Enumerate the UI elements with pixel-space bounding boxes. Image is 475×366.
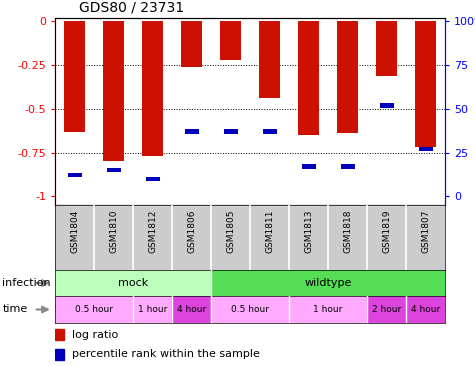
Bar bbox=[55, 270, 211, 296]
Bar bbox=[55, 329, 64, 340]
Bar bbox=[367, 296, 406, 323]
Bar bbox=[106, 168, 121, 172]
Text: wildtype: wildtype bbox=[304, 278, 352, 288]
Bar bbox=[133, 296, 172, 323]
Bar bbox=[181, 22, 202, 67]
Text: GSM1818: GSM1818 bbox=[343, 210, 352, 253]
Bar bbox=[185, 130, 199, 134]
Text: GSM1805: GSM1805 bbox=[226, 210, 235, 253]
Text: log ratio: log ratio bbox=[72, 329, 118, 340]
Text: GSM1807: GSM1807 bbox=[421, 210, 430, 253]
Text: 2 hour: 2 hour bbox=[372, 305, 401, 314]
Bar bbox=[55, 348, 64, 360]
Text: GSM1819: GSM1819 bbox=[382, 210, 391, 253]
Bar bbox=[172, 296, 211, 323]
Bar bbox=[55, 296, 133, 323]
Text: 1 hour: 1 hour bbox=[314, 305, 343, 314]
Bar bbox=[341, 164, 354, 169]
Text: GSM1813: GSM1813 bbox=[304, 210, 313, 253]
Text: percentile rank within the sample: percentile rank within the sample bbox=[72, 349, 259, 359]
Text: 0.5 hour: 0.5 hour bbox=[75, 305, 113, 314]
Bar bbox=[142, 22, 163, 156]
Text: GSM1812: GSM1812 bbox=[148, 210, 157, 253]
Text: GSM1804: GSM1804 bbox=[70, 210, 79, 253]
Bar bbox=[263, 130, 276, 134]
Text: 0.5 hour: 0.5 hour bbox=[231, 305, 269, 314]
Bar bbox=[146, 177, 160, 181]
Text: GSM1810: GSM1810 bbox=[109, 210, 118, 253]
Bar bbox=[337, 22, 358, 133]
Text: infection: infection bbox=[2, 278, 51, 288]
Bar bbox=[211, 270, 445, 296]
Bar bbox=[211, 296, 289, 323]
Bar bbox=[67, 173, 82, 178]
Text: 1 hour: 1 hour bbox=[138, 305, 167, 314]
Bar bbox=[380, 103, 394, 108]
Bar bbox=[406, 296, 445, 323]
Bar bbox=[415, 22, 437, 147]
Bar bbox=[103, 22, 124, 161]
Bar bbox=[224, 130, 238, 134]
Text: mock: mock bbox=[118, 278, 148, 288]
Bar bbox=[376, 22, 397, 76]
Bar bbox=[220, 22, 241, 60]
Text: GSM1806: GSM1806 bbox=[187, 210, 196, 253]
Text: GSM1811: GSM1811 bbox=[265, 210, 274, 253]
Bar bbox=[418, 147, 433, 151]
Bar bbox=[289, 296, 367, 323]
Text: 4 hour: 4 hour bbox=[411, 305, 440, 314]
Bar bbox=[302, 164, 315, 169]
Text: GDS80 / 23731: GDS80 / 23731 bbox=[79, 0, 184, 14]
Bar bbox=[259, 22, 280, 98]
Bar bbox=[64, 22, 86, 132]
Text: time: time bbox=[2, 305, 28, 314]
Bar bbox=[298, 22, 319, 135]
Text: 4 hour: 4 hour bbox=[177, 305, 206, 314]
